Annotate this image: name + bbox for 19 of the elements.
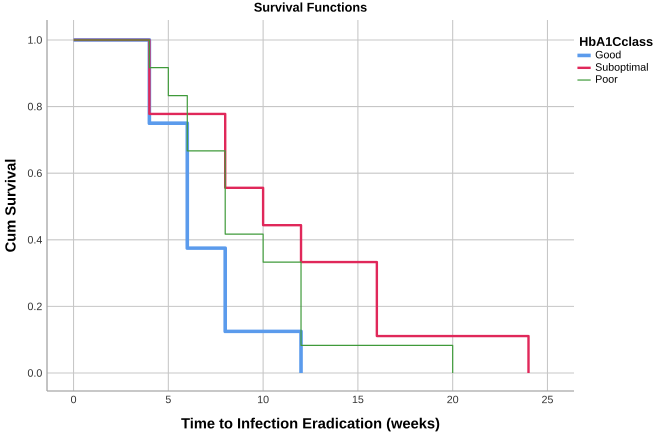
x-tick-label: 20 bbox=[447, 396, 458, 404]
x-tick-label: 0 bbox=[71, 396, 76, 404]
y-tick-label: 1.0 bbox=[28, 36, 42, 44]
y-tick-label: 0.6 bbox=[28, 169, 42, 177]
y-tick-label: 0.8 bbox=[28, 102, 42, 110]
legend-label: Suboptimal bbox=[596, 62, 648, 73]
legend-label: Good bbox=[596, 50, 621, 58]
x-tick-label: 25 bbox=[542, 396, 553, 404]
y-axis-title: Cum Survival bbox=[4, 160, 16, 252]
x-tick-label: 5 bbox=[166, 396, 171, 404]
y-tick-label: 0.4 bbox=[28, 236, 42, 244]
y-tick-label: 0.0 bbox=[28, 369, 42, 377]
y-tick-label: 0.2 bbox=[28, 302, 42, 310]
x-axis-title: Time to Infection Eradication (weeks) bbox=[181, 418, 440, 432]
legend-label: Poor bbox=[596, 75, 618, 83]
x-tick-label: 10 bbox=[258, 396, 269, 404]
chart-title: Survival Functions bbox=[254, 2, 367, 12]
x-tick-label: 15 bbox=[352, 396, 364, 404]
legend-title: HbA1Cclass bbox=[580, 36, 653, 46]
